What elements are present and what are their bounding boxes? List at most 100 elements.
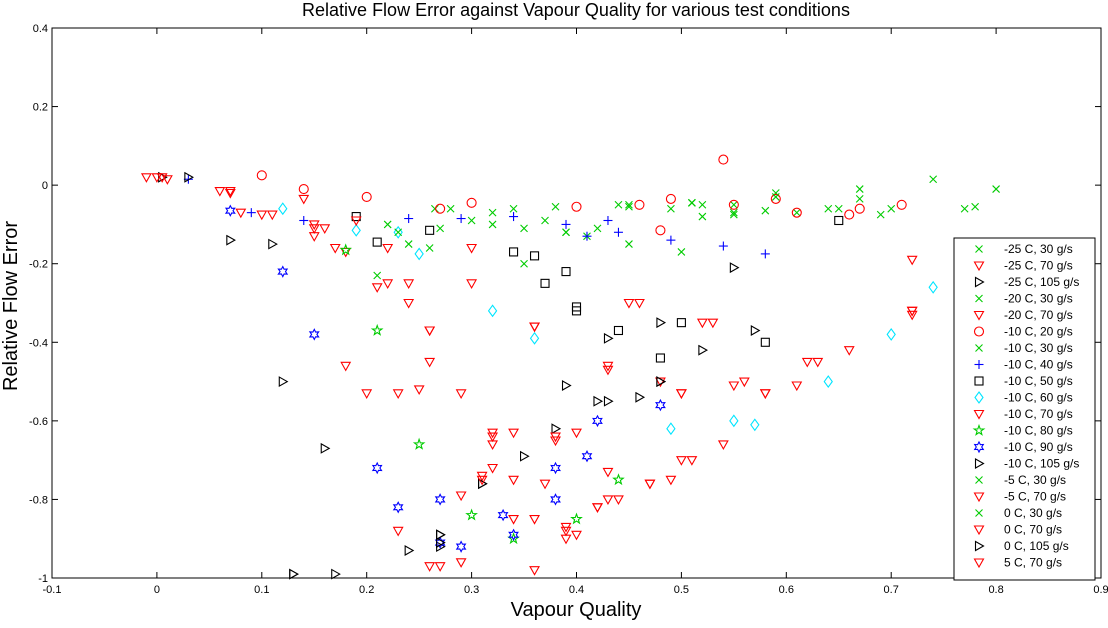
data-point [562, 228, 570, 237]
data-point [759, 389, 771, 399]
data-point [478, 478, 488, 490]
legend-label: -10 C, 90 g/s [1004, 440, 1073, 454]
data-point [665, 193, 676, 204]
data-point [224, 186, 236, 197]
data-point [760, 249, 770, 259]
data-point [656, 376, 667, 388]
data-point [140, 173, 152, 183]
data-point [158, 171, 168, 183]
data-point [520, 224, 528, 233]
data-point [760, 337, 770, 347]
data-point [393, 225, 403, 239]
data-point [614, 200, 623, 209]
x-tick-label: 0.3 [464, 584, 479, 596]
data-point [625, 202, 633, 211]
data-point [520, 259, 528, 268]
data-point [698, 212, 707, 221]
data-point [718, 241, 728, 251]
data-point [644, 479, 656, 490]
data-point-stroke [520, 224, 528, 233]
legend: -25 C, 30 g/s -25 C, 70 g/s -25 C, 105 g/s… [953, 237, 1096, 581]
data-point-stroke [551, 202, 560, 211]
data-point-stroke [929, 175, 938, 184]
data-point [698, 200, 707, 209]
data-point [718, 154, 729, 165]
data-point [603, 332, 614, 344]
data-point-stroke [824, 204, 833, 213]
legend-item: -25 C, 70 g/s [973, 259, 1073, 273]
data-point [424, 326, 436, 337]
y-tick-label: -0.2 [29, 259, 48, 271]
data-point-stroke [834, 204, 843, 213]
data-point [529, 322, 540, 333]
data-point [278, 202, 288, 216]
data-points [140, 154, 1000, 580]
legend-label: -10 C, 60 g/s [1004, 391, 1073, 405]
data-point [455, 558, 467, 568]
data-point [666, 235, 676, 245]
data-point [508, 515, 520, 525]
legend-label: -10 C, 50 g/s [1004, 374, 1073, 388]
data-point [738, 377, 750, 388]
data-point [404, 214, 414, 224]
data-point-stroke [729, 200, 738, 209]
data-point [256, 170, 267, 181]
data-point [928, 280, 938, 294]
data-point-stroke [509, 204, 518, 213]
data-point-stroke [383, 220, 392, 229]
data-point [392, 526, 404, 537]
data-point [855, 195, 864, 203]
data-point [224, 204, 236, 217]
data-point [750, 325, 761, 336]
data-point [371, 283, 383, 293]
data-point [666, 422, 676, 436]
data-point-stroke [488, 208, 497, 217]
data-point [771, 193, 780, 201]
data-point [370, 323, 384, 336]
data-point [625, 240, 633, 248]
data-point [623, 298, 635, 309]
data-point [529, 251, 540, 261]
y-tick-label: -0.8 [29, 494, 48, 506]
data-point [801, 357, 813, 368]
data-point [466, 243, 478, 254]
data-point [446, 204, 455, 213]
data-point [425, 244, 434, 252]
data-point [602, 365, 614, 376]
legend-item: 0 C, 105 g/s [974, 539, 1069, 553]
data-point [635, 391, 646, 403]
legend-label: -25 C, 70 g/s [1004, 259, 1073, 273]
data-point [235, 208, 247, 219]
legend-label: 0 C, 70 g/s [1004, 523, 1062, 537]
data-point [676, 318, 686, 328]
data-point-stroke [771, 193, 780, 201]
data-point [770, 193, 781, 204]
legend-item: -5 C, 30 g/s [975, 473, 1066, 487]
data-point-stroke [593, 224, 602, 233]
data-point-stroke [729, 208, 738, 217]
data-point [403, 298, 415, 309]
data-point [224, 188, 236, 199]
data-point [497, 508, 509, 522]
y-tick-label: -0.6 [29, 416, 48, 428]
legend-marker [973, 525, 985, 536]
data-point [613, 495, 624, 506]
legend-marker [973, 310, 985, 321]
data-point-stroke [855, 195, 864, 203]
legend-item: -20 C, 70 g/s [973, 308, 1073, 322]
data-point [394, 228, 403, 237]
data-point [560, 526, 572, 537]
data-point [519, 450, 530, 462]
data-point [413, 385, 425, 396]
data-point [529, 566, 540, 576]
data-point [319, 224, 331, 234]
data-point [466, 197, 477, 208]
data-point-stroke [488, 220, 497, 229]
data-point-stroke [436, 224, 445, 233]
legend-marker [974, 376, 984, 386]
data-point [887, 204, 896, 213]
data-point-stroke [430, 204, 439, 213]
legend-label: -5 C, 70 g/s [1004, 490, 1066, 504]
data-point-stroke [614, 200, 623, 209]
data-point [268, 238, 278, 250]
